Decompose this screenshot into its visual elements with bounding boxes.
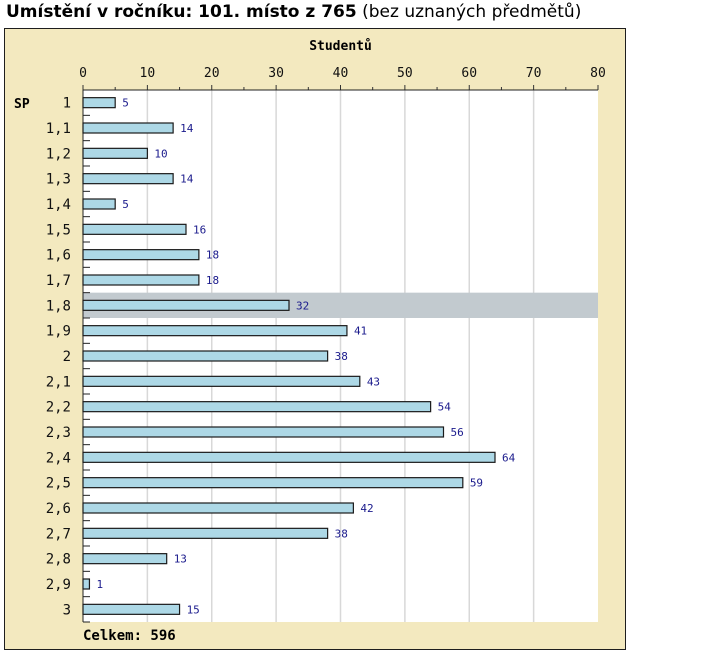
category-label: 1,7 — [46, 273, 71, 289]
bar — [82, 274, 200, 286]
bar — [82, 325, 348, 337]
bar — [82, 401, 432, 413]
bar — [82, 578, 91, 590]
bar — [82, 426, 445, 438]
x-tick-label: 30 — [268, 66, 284, 81]
value-label: 41 — [354, 325, 367, 338]
category-label: 2,9 — [46, 577, 71, 593]
value-label: 14 — [180, 173, 194, 186]
bar — [82, 603, 181, 615]
category-label: 2,8 — [46, 552, 71, 568]
value-label: 15 — [187, 603, 200, 616]
category-label: 3 — [63, 602, 71, 618]
category-label: 1,6 — [46, 248, 71, 264]
category-label: 1,1 — [46, 121, 71, 137]
category-label: 1,8 — [46, 298, 71, 314]
bar — [82, 299, 290, 311]
category-label: 1,4 — [46, 197, 71, 213]
value-label: 64 — [502, 451, 516, 464]
value-label: 43 — [367, 375, 380, 388]
value-label: 38 — [335, 527, 348, 540]
bar — [82, 97, 116, 109]
x-tick-label: 40 — [333, 66, 349, 81]
category-label: 2,3 — [46, 425, 71, 441]
value-label: 10 — [154, 147, 167, 160]
category-label: 2 — [63, 349, 71, 365]
category-label: 2,4 — [46, 450, 71, 466]
category-label: 2,1 — [46, 374, 71, 390]
value-label: 14 — [180, 122, 194, 135]
value-label: 54 — [438, 401, 452, 414]
value-label: 32 — [296, 299, 309, 312]
x-tick-label: 70 — [526, 66, 542, 81]
bar — [82, 375, 361, 387]
total-label: Celkem: 596 — [83, 628, 176, 644]
bar — [82, 502, 354, 514]
x-tick-label: 60 — [461, 66, 477, 81]
value-label: 1 — [96, 578, 103, 591]
y-axis-label: SP — [14, 97, 30, 112]
bar — [82, 122, 174, 134]
bar — [82, 223, 187, 235]
category-label: 1,9 — [46, 324, 71, 340]
rank-note: (bez uznaných předmětů) — [362, 2, 582, 22]
category-label: 2,7 — [46, 526, 71, 542]
category-label: 2,2 — [46, 400, 71, 416]
category-label: 1,5 — [46, 222, 71, 238]
x-tick-label: 10 — [140, 66, 156, 81]
bars: 1 51,1 141,2 101,3 141,4 51,5 161,6 181,7 181,8 3… — [46, 96, 516, 619]
value-label: 13 — [174, 553, 187, 566]
value-label: 18 — [206, 274, 219, 287]
value-label: 42 — [360, 502, 373, 515]
value-label: 16 — [193, 223, 206, 236]
bar — [82, 451, 496, 463]
bar — [82, 249, 200, 261]
category-label: 2,6 — [46, 501, 71, 517]
bar — [82, 553, 168, 565]
category-label: 1 — [63, 96, 71, 112]
x-tick-label: 0 — [79, 66, 87, 81]
bar — [82, 198, 116, 210]
x-tick-label: 20 — [204, 66, 220, 81]
bar — [82, 477, 464, 489]
category-label: 1,2 — [46, 146, 71, 162]
category-label: 2,5 — [46, 476, 71, 492]
value-label: 5 — [122, 97, 129, 110]
x-tick-label: 80 — [590, 66, 606, 81]
axes: 0 10 20 30 40 50 60 70 80 — [79, 66, 606, 623]
bar — [82, 350, 329, 362]
value-label: 59 — [470, 477, 483, 490]
value-label: 5 — [122, 198, 129, 211]
rank-label: Umístění v ročníku: 101. místo z 765 — [6, 2, 357, 22]
chart-title: Studentů — [309, 39, 372, 54]
bar — [82, 147, 148, 159]
bar — [82, 173, 174, 185]
value-label: 56 — [451, 426, 464, 439]
category-label: 1,3 — [46, 172, 71, 188]
rank-heading: Umístění v ročníku: 101. místo z 765 (be… — [6, 2, 581, 22]
value-label: 38 — [335, 350, 348, 363]
value-label: 18 — [206, 249, 219, 262]
bar — [82, 527, 329, 539]
x-tick-label: 50 — [397, 66, 413, 81]
